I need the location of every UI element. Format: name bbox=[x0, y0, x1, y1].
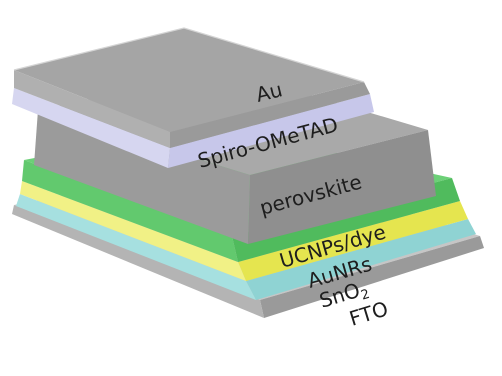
perovskite-front bbox=[248, 130, 436, 244]
perovskite-left bbox=[34, 110, 250, 244]
fto-left bbox=[12, 205, 264, 318]
au-top bbox=[14, 28, 364, 132]
spiro-left bbox=[12, 88, 170, 168]
au-edge-front bbox=[170, 82, 370, 148]
aunrs-front bbox=[238, 201, 468, 281]
au-layer bbox=[13, 27, 370, 148]
spiro-layer bbox=[12, 88, 374, 168]
au-edge-left bbox=[14, 70, 170, 148]
sno2-front bbox=[246, 219, 476, 300]
aunrs-left bbox=[20, 181, 246, 281]
sno2-layer bbox=[16, 194, 476, 300]
sno2-left bbox=[16, 194, 256, 300]
spiro-front bbox=[168, 94, 374, 168]
ucnps-left bbox=[22, 160, 238, 262]
aunrs-layer bbox=[20, 181, 468, 281]
au-highlight bbox=[13, 27, 365, 83]
fto-front bbox=[260, 236, 484, 318]
